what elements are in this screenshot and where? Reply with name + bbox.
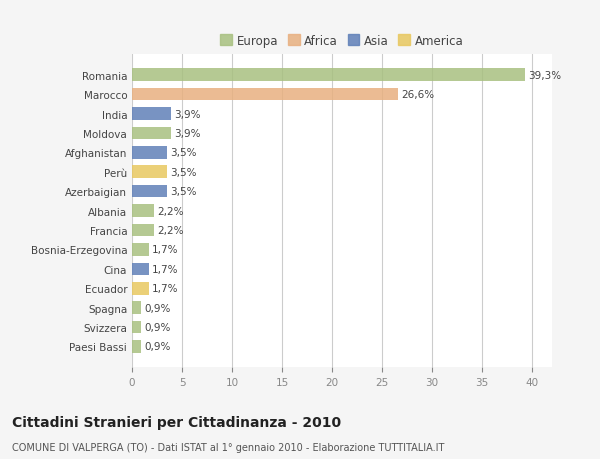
Bar (132, 302, 141, 314)
Text: 1,7%: 1,7% (152, 264, 179, 274)
Bar (132, 166, 167, 179)
Text: 1,7%: 1,7% (152, 245, 179, 255)
Bar (132, 185, 167, 198)
Text: 3,5%: 3,5% (170, 168, 197, 177)
Bar (132, 341, 141, 353)
Bar (132, 244, 149, 256)
Text: 3,9%: 3,9% (174, 109, 200, 119)
Text: 1,7%: 1,7% (152, 284, 179, 294)
Bar (132, 108, 171, 121)
Bar (132, 147, 167, 159)
Bar (132, 205, 154, 218)
Text: 0,9%: 0,9% (144, 342, 170, 352)
Bar (132, 89, 398, 101)
Bar (132, 282, 149, 295)
Text: 0,9%: 0,9% (144, 322, 170, 332)
Bar (132, 127, 171, 140)
Text: Cittadini Stranieri per Cittadinanza - 2010: Cittadini Stranieri per Cittadinanza - 2… (12, 415, 341, 429)
Text: 3,5%: 3,5% (170, 187, 197, 197)
Text: 3,5%: 3,5% (170, 148, 197, 158)
Legend: Europa, Africa, Asia, America: Europa, Africa, Asia, America (215, 30, 469, 52)
Text: 0,9%: 0,9% (144, 303, 170, 313)
Text: 39,3%: 39,3% (528, 71, 561, 80)
Text: 3,9%: 3,9% (174, 129, 200, 139)
Bar (132, 69, 525, 82)
Bar (132, 263, 149, 275)
Text: COMUNE DI VALPERGA (TO) - Dati ISTAT al 1° gennaio 2010 - Elaborazione TUTTITALI: COMUNE DI VALPERGA (TO) - Dati ISTAT al … (12, 442, 445, 452)
Bar (132, 321, 141, 334)
Text: 2,2%: 2,2% (157, 225, 184, 235)
Text: 2,2%: 2,2% (157, 206, 184, 216)
Text: 26,6%: 26,6% (401, 90, 434, 100)
Bar (132, 224, 154, 237)
